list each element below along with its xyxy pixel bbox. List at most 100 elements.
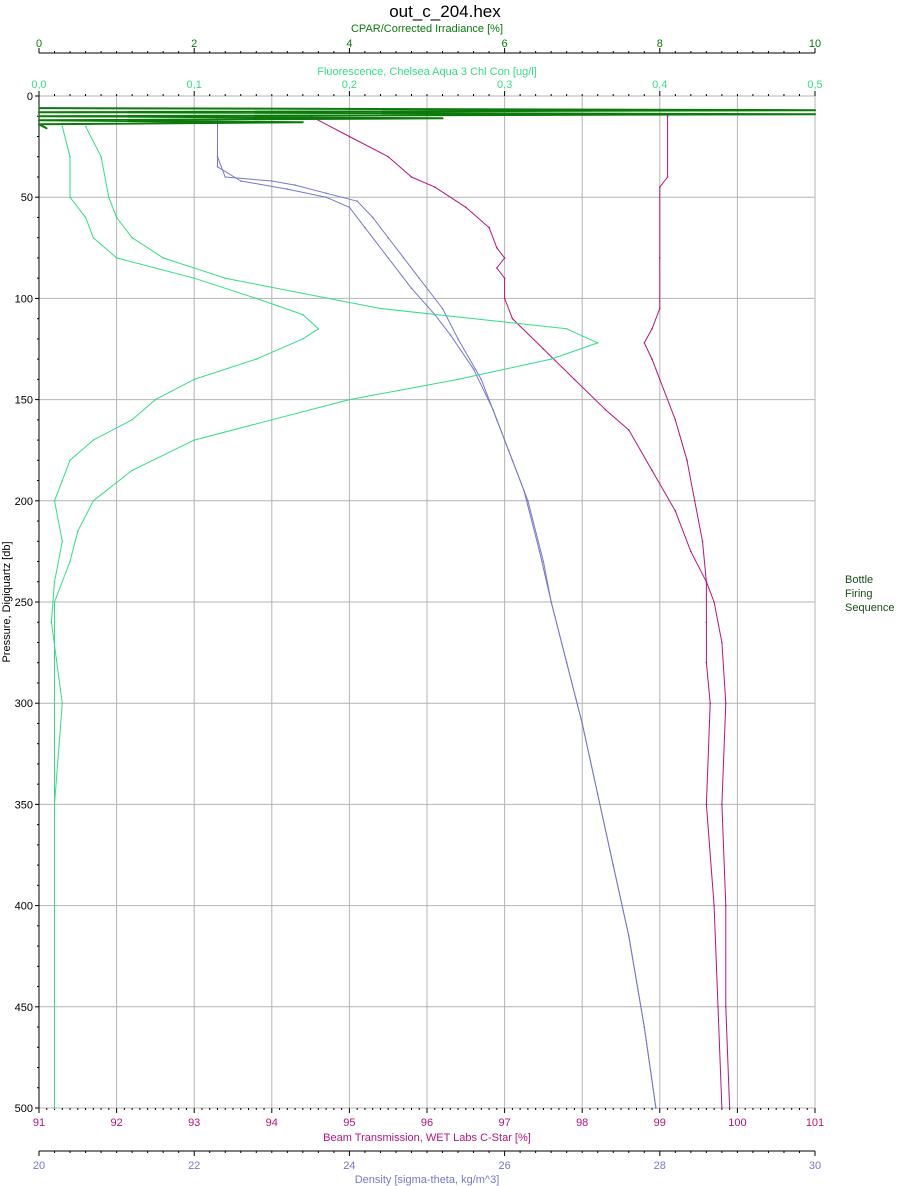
- density-data-point: [271, 180, 273, 182]
- density-data-point: [492, 408, 494, 411]
- cpar-profile-line: [38, 107, 816, 130]
- cpar-data-point: [814, 113, 816, 115]
- cpar-data-point: [302, 121, 304, 124]
- cpar-data-point: [38, 111, 40, 113]
- beam-data-point: [721, 1107, 723, 1109]
- density-data-point: [542, 560, 545, 563]
- density-data-point: [581, 722, 583, 725]
- beam-data-point: [387, 155, 390, 158]
- beam-data-point: [705, 581, 708, 583]
- legend-line-2: Firing: [845, 588, 873, 600]
- density-data-point: [441, 307, 444, 310]
- beam-axis-label: Beam Transmission, WET Labs C-Star [%]: [323, 1132, 531, 1144]
- fluorescence-data-point: [154, 398, 157, 401]
- cpar-data-point: [441, 117, 444, 120]
- fluorescence-data-point: [596, 342, 599, 344]
- beam-data-point: [496, 267, 498, 269]
- fluorescence-data-point: [69, 196, 71, 198]
- beam-tick-label: 93: [188, 1117, 200, 1129]
- fluorescence-data-point: [131, 236, 133, 239]
- cpar-data-point: [46, 127, 48, 130]
- beam-data-point: [725, 702, 727, 704]
- beam-data-point: [705, 661, 708, 664]
- density-data-point: [387, 257, 390, 259]
- fluorescence-data-point: [53, 1107, 56, 1109]
- cpar-tick-label: 2: [191, 38, 197, 50]
- cpar-axis-label: CPAR/Corrected Irradiance [%]: [351, 23, 503, 35]
- fluorescence-profile-line: [50, 126, 319, 1108]
- cpar-data-point: [38, 107, 40, 109]
- cpar-tick-label: 10: [809, 38, 821, 50]
- y-tick-label: 300: [15, 698, 33, 710]
- density-data-point: [240, 180, 242, 182]
- beam-data-point: [465, 206, 467, 209]
- beam-tick-label: 98: [576, 1117, 588, 1129]
- cpar-data-point: [38, 119, 40, 122]
- fluorescence-data-point: [115, 257, 118, 259]
- fluorescence-data-point: [131, 469, 133, 472]
- beam-data-point: [503, 257, 506, 259]
- beam-data-point: [488, 226, 490, 229]
- density-data-point: [294, 184, 296, 186]
- fluorescence-axis-label: Fluorescence, Chelsea Aqua 3 Chl Con [ug…: [317, 66, 537, 78]
- fluorescence-data-point: [69, 155, 71, 158]
- fluorescence-data-point: [61, 702, 64, 704]
- beam-tick-label: 95: [343, 1117, 355, 1129]
- beam-data-point: [725, 1006, 727, 1008]
- chart-title: out_c_204.hex: [389, 2, 501, 21]
- beam-data-point: [725, 904, 727, 907]
- beam-data-point: [511, 317, 514, 320]
- fluorescence-data-point: [348, 398, 351, 401]
- beam-data-point: [496, 247, 498, 249]
- density-data-point: [538, 550, 541, 553]
- y-axis-label: Pressure, Digiquartz [db]: [1, 541, 13, 662]
- beam-data-point: [721, 803, 723, 806]
- fluorescence-data-point: [379, 307, 382, 310]
- fluorescence-data-point: [53, 904, 56, 907]
- fluorescence-data-point: [53, 500, 56, 502]
- density-data-point: [325, 196, 327, 198]
- fluorescence-data-point: [69, 459, 71, 462]
- beam-tick-label: 92: [110, 1117, 122, 1129]
- beam-data-point: [628, 429, 630, 431]
- density-data-point: [507, 449, 510, 452]
- fluorescence-data-point: [255, 297, 258, 300]
- fluorescence-data-point: [302, 338, 304, 340]
- fluorescence-data-point: [84, 125, 87, 128]
- fluorescence-tick-label: 0,3: [497, 79, 512, 91]
- beam-data-point: [503, 297, 506, 300]
- density-data-point: [410, 287, 413, 290]
- density-data-point: [457, 338, 459, 340]
- cpar-data-point: [814, 109, 816, 111]
- density-tick-label: 24: [343, 1160, 355, 1172]
- density-data-point: [472, 368, 475, 371]
- density-data-point: [216, 166, 219, 168]
- beam-data-point: [666, 176, 669, 178]
- fluorescence-data-point: [61, 540, 64, 543]
- beam-data-point: [693, 500, 696, 502]
- beam-data-point: [713, 904, 715, 907]
- y-tick-label: 150: [15, 395, 33, 407]
- beam-data-point: [651, 358, 653, 360]
- fluorescence-data-point: [53, 702, 56, 704]
- density-data-point: [596, 793, 599, 796]
- fluorescence-data-point: [193, 378, 195, 381]
- density-profile-line: [217, 116, 657, 1109]
- fluorescence-data-point: [271, 419, 273, 421]
- fluorescence-data-point: [92, 500, 95, 502]
- cpar-tick-label: 6: [502, 38, 508, 50]
- density-data-point: [348, 206, 351, 209]
- beam-data-point: [701, 540, 704, 543]
- beam-data-point: [690, 550, 692, 553]
- cpar-data-point: [38, 123, 40, 126]
- density-data-point: [449, 334, 452, 336]
- density-data-point: [523, 489, 525, 492]
- beam-data-point: [709, 702, 711, 704]
- fluorescence-data-point: [193, 439, 195, 441]
- beam-tick-label: 91: [33, 1117, 45, 1129]
- fluorescence-data-point: [565, 328, 568, 330]
- beam-data-point: [659, 307, 661, 310]
- beam-data-point: [686, 459, 688, 462]
- y-tick-label: 400: [15, 901, 33, 913]
- beam-tick-label: 101: [806, 1117, 824, 1129]
